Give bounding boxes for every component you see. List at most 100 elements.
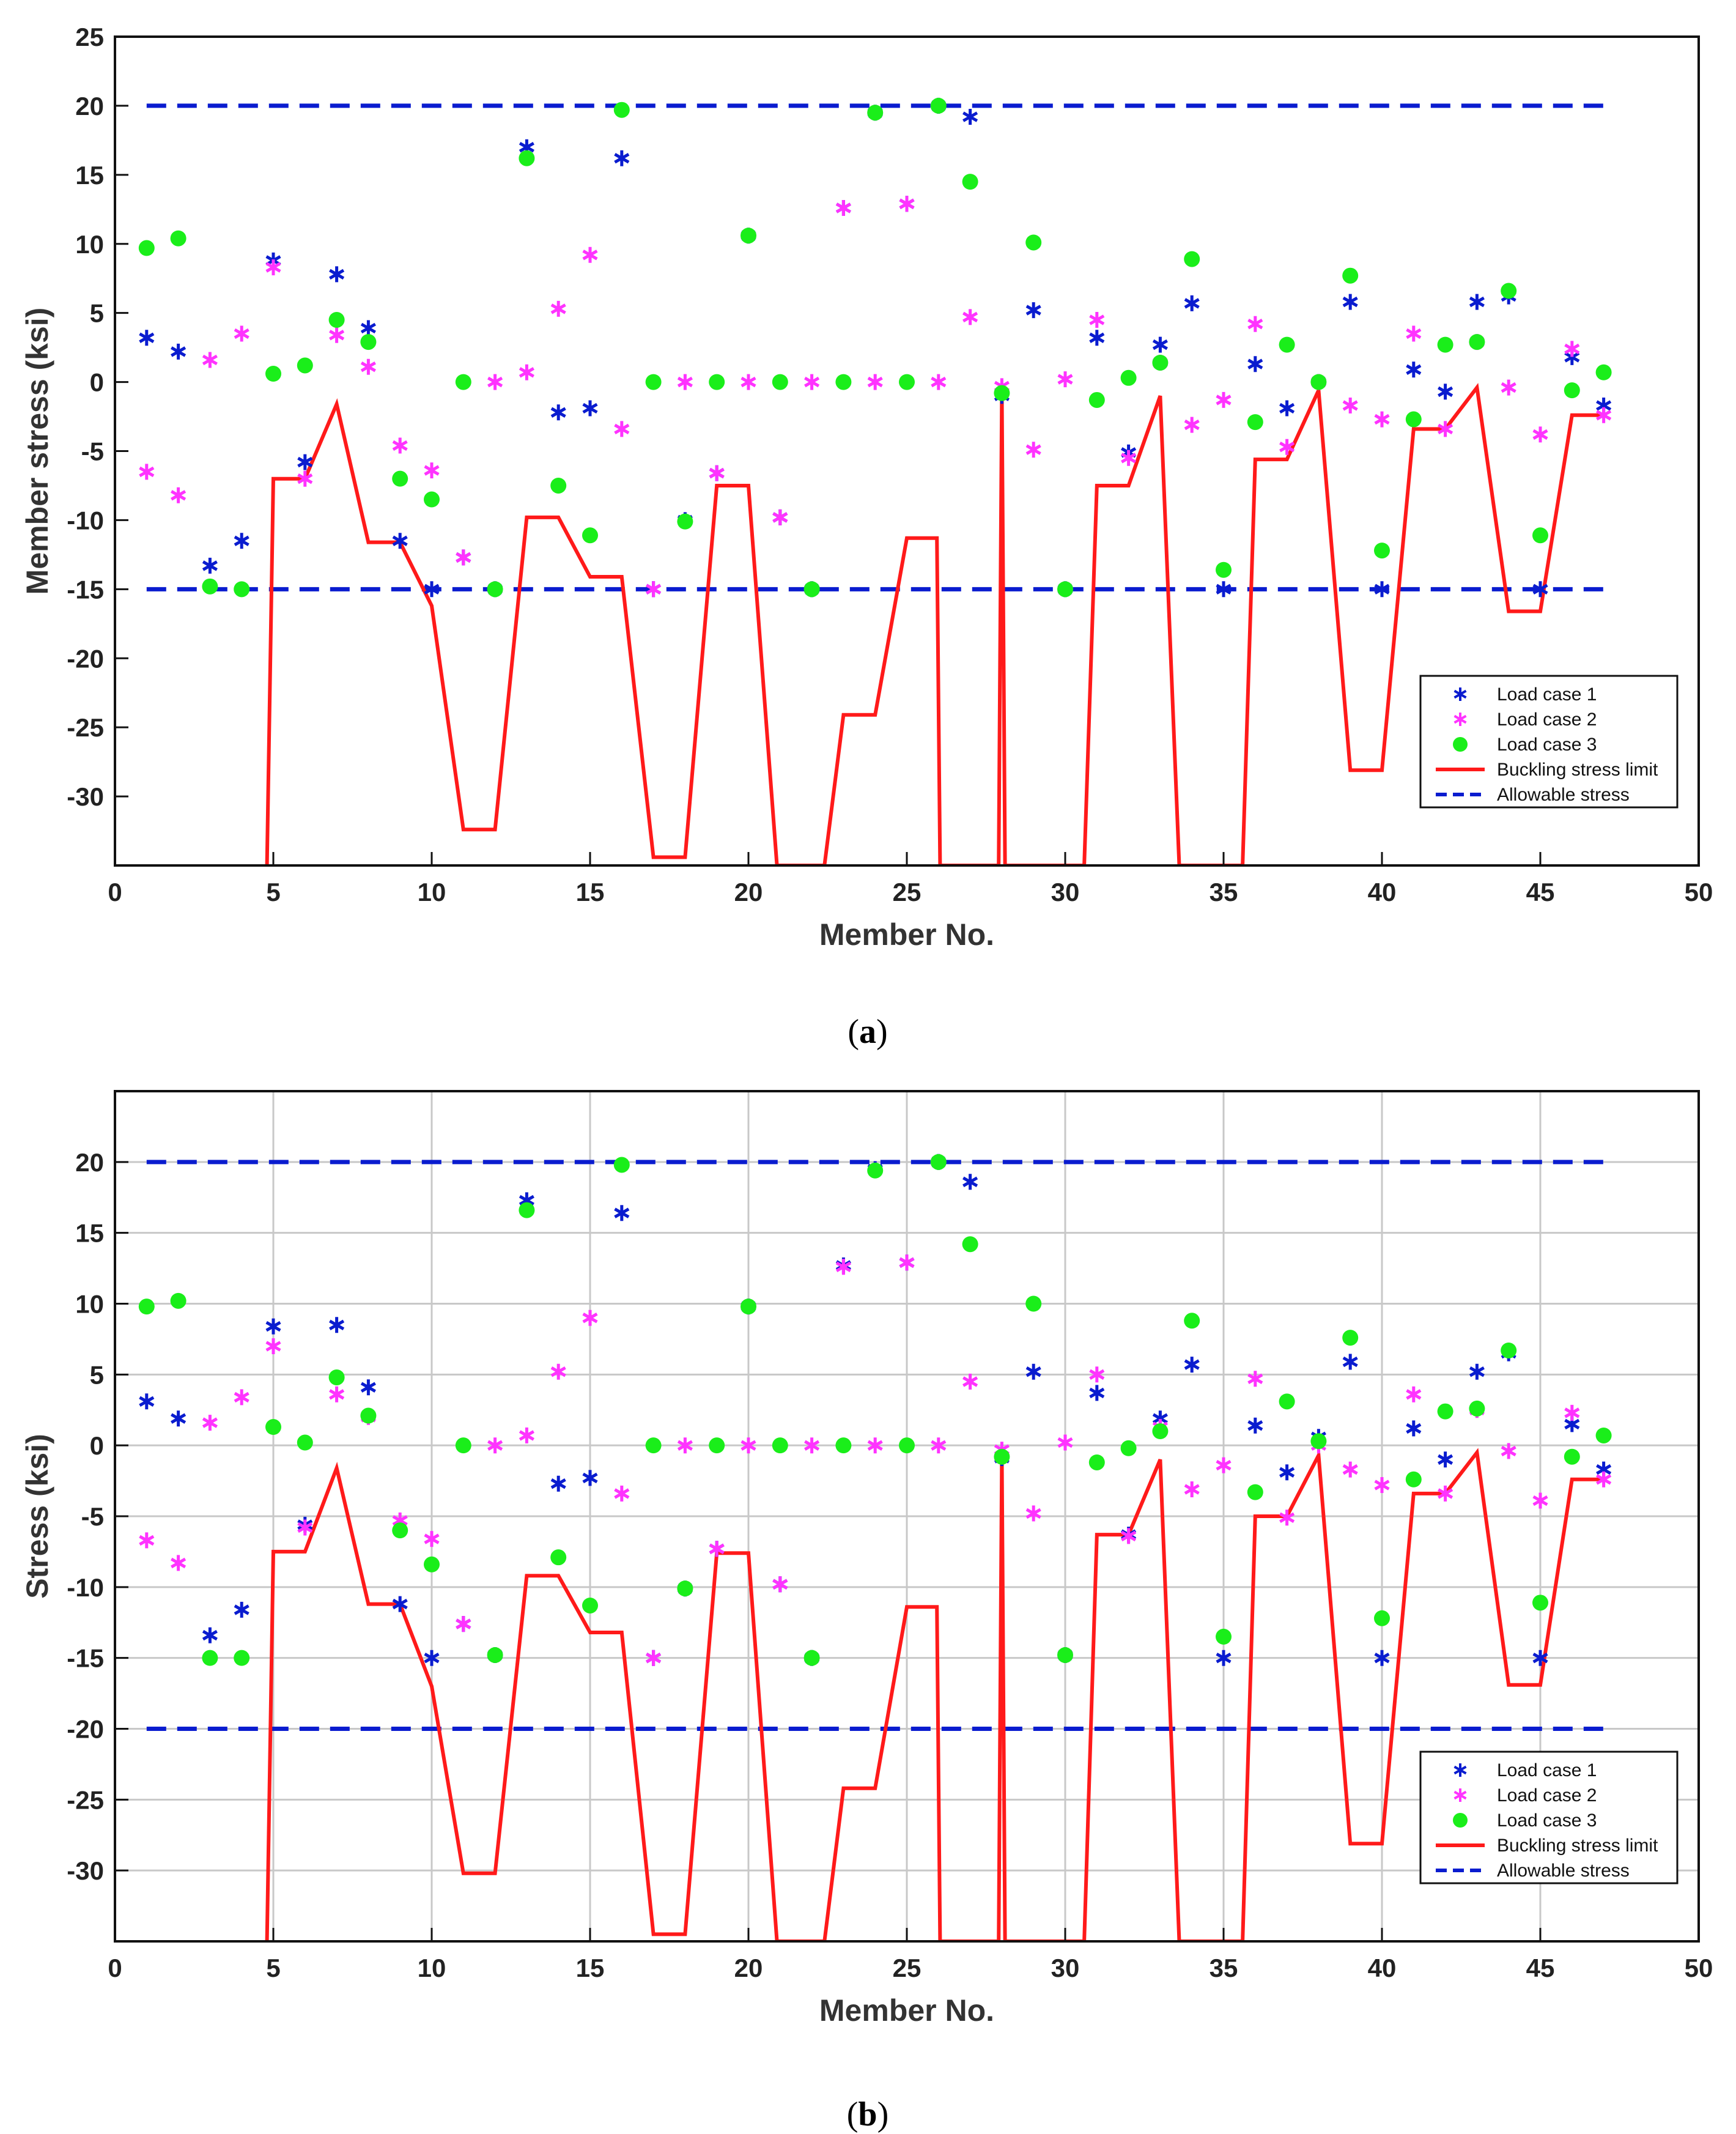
point-load-case-3 [1279, 1393, 1295, 1409]
y-tick-label: 20 [75, 92, 104, 120]
y-tick-label: -5 [81, 437, 104, 466]
chart-panel-a: 0 5 10 15 20 25 30 35 40 45 50-30-25-20-15-10-5051… [20, 23, 1713, 1051]
point-load-case-3 [1025, 1296, 1041, 1312]
point-load-case-3 [614, 1157, 630, 1173]
point-load-case-3 [1342, 268, 1358, 284]
x-tick-label: 35 [1210, 878, 1238, 906]
y-tick-label: 0 [90, 368, 104, 397]
point-load-case-3 [487, 581, 503, 597]
legend-label: Load case 1 [1497, 1760, 1597, 1780]
legend-label: Load case 1 [1497, 684, 1597, 705]
x-tick-label: 25 [893, 878, 922, 906]
caption-letter: a [859, 1013, 876, 1051]
point-load-case-3 [899, 374, 915, 390]
point-load-case-3 [392, 1522, 408, 1538]
caption-letter: b [858, 2095, 877, 2133]
x-tick-label: 15 [576, 1954, 605, 1982]
point-load-case-3 [487, 1647, 503, 1663]
y-tick-label: 15 [75, 1219, 104, 1248]
point-load-case-3 [139, 240, 155, 256]
x-tick-label: 50 [1685, 878, 1713, 906]
point-load-case-3 [1057, 581, 1073, 597]
x-tick-label: 5 [266, 878, 280, 906]
y-tick-label: -15 [67, 1644, 104, 1673]
point-load-case-3 [962, 174, 978, 190]
point-load-case-3 [1216, 562, 1232, 578]
y-tick-label: 20 [75, 1148, 104, 1177]
point-load-case-3 [1152, 355, 1168, 371]
x-tick-label: 0 [108, 1954, 122, 1982]
y-tick-label: 25 [75, 23, 104, 51]
panel-caption: (b) [847, 2095, 888, 2133]
point-load-case-3 [709, 374, 725, 390]
caption-close: ) [877, 2095, 889, 2133]
point-load-case-3 [1406, 1472, 1422, 1488]
panel-caption: (a) [848, 1013, 887, 1051]
x-tick-label: 15 [576, 878, 605, 906]
point-load-case-3 [1438, 1404, 1453, 1420]
point-load-case-3 [835, 1437, 851, 1453]
x-axis-label: Member No. [819, 917, 994, 952]
y-tick-label: -25 [67, 713, 104, 742]
point-load-case-3 [804, 581, 820, 597]
point-load-case-3 [1596, 1428, 1612, 1443]
point-load-case-3 [772, 1437, 788, 1453]
y-tick-label: -5 [81, 1502, 104, 1531]
point-load-case-3 [1469, 1401, 1485, 1417]
y-tick-label: 15 [75, 161, 104, 190]
point-load-case-3 [772, 374, 788, 390]
point-load-case-3 [360, 334, 376, 350]
point-load-case-3 [329, 312, 345, 328]
y-tick-label: -25 [67, 1785, 104, 1814]
point-load-case-3 [329, 1369, 345, 1385]
point-load-case-3 [1184, 251, 1200, 267]
point-load-case-3 [867, 1163, 883, 1179]
point-load-case-3 [1184, 1313, 1200, 1328]
point-load-case-3 [297, 1435, 313, 1451]
point-load-case-3 [899, 1437, 915, 1453]
x-axis-label: Member No. [819, 1993, 994, 2028]
point-load-case-3 [234, 1650, 249, 1666]
legend-label: Load case 3 [1497, 1810, 1597, 1831]
caption-open: ( [847, 2095, 859, 2133]
point-load-case-3 [1596, 365, 1612, 380]
point-load-case-3 [804, 1650, 820, 1666]
point-load-case-3 [1310, 1433, 1326, 1449]
point-load-case-3 [1501, 283, 1516, 299]
y-axis-label: Member stress (ksi) [20, 308, 54, 595]
legend-label: Load case 2 [1497, 709, 1597, 730]
y-tick-label: -10 [67, 506, 104, 535]
x-tick-label: 20 [734, 878, 763, 906]
point-load-case-3 [297, 357, 313, 373]
point-load-case-3 [1374, 543, 1390, 558]
x-tick-label: 40 [1368, 1954, 1397, 1982]
point-load-case-3 [1532, 527, 1548, 543]
point-load-case-3 [1121, 1440, 1137, 1456]
point-load-case-3 [962, 1236, 978, 1252]
point-load-case-3 [550, 1549, 566, 1565]
point-load-case-3 [1564, 1449, 1580, 1465]
chart-panel-b: 0 5 10 15 20 25 30 35 40 45 50 -30 -25 -20 -15 -10 -5 0 5 1… [20, 1091, 1713, 2133]
point-load-case-3 [1152, 1423, 1168, 1439]
point-load-case-3 [582, 527, 598, 543]
y-tick-label: 0 [90, 1431, 104, 1460]
point-load-case-3 [265, 1419, 281, 1435]
y-tick-label: -20 [67, 1715, 104, 1744]
point-load-case-3 [1532, 1595, 1548, 1610]
point-load-case-3 [1089, 392, 1105, 408]
legend: Load case 1 Load case 2 Load case 3 Bucklin… [1420, 676, 1677, 807]
y-tick-label: -10 [67, 1573, 104, 1602]
point-load-case-3 [1374, 1610, 1390, 1626]
point-load-case-3 [709, 1437, 725, 1453]
point-load-case-3 [1089, 1454, 1105, 1470]
x-tick-label: 45 [1526, 1954, 1555, 1982]
point-load-case-3 [1342, 1330, 1358, 1346]
point-load-case-3 [1438, 337, 1453, 353]
x-tick-label: 30 [1051, 1954, 1080, 1982]
caption-open: ( [848, 1013, 859, 1051]
y-tick-label: -30 [67, 782, 104, 811]
y-tick-label: 5 [90, 1360, 104, 1389]
point-load-case-3 [424, 492, 440, 508]
point-load-case-3 [1025, 234, 1041, 250]
point-load-case-3 [1216, 1629, 1232, 1645]
